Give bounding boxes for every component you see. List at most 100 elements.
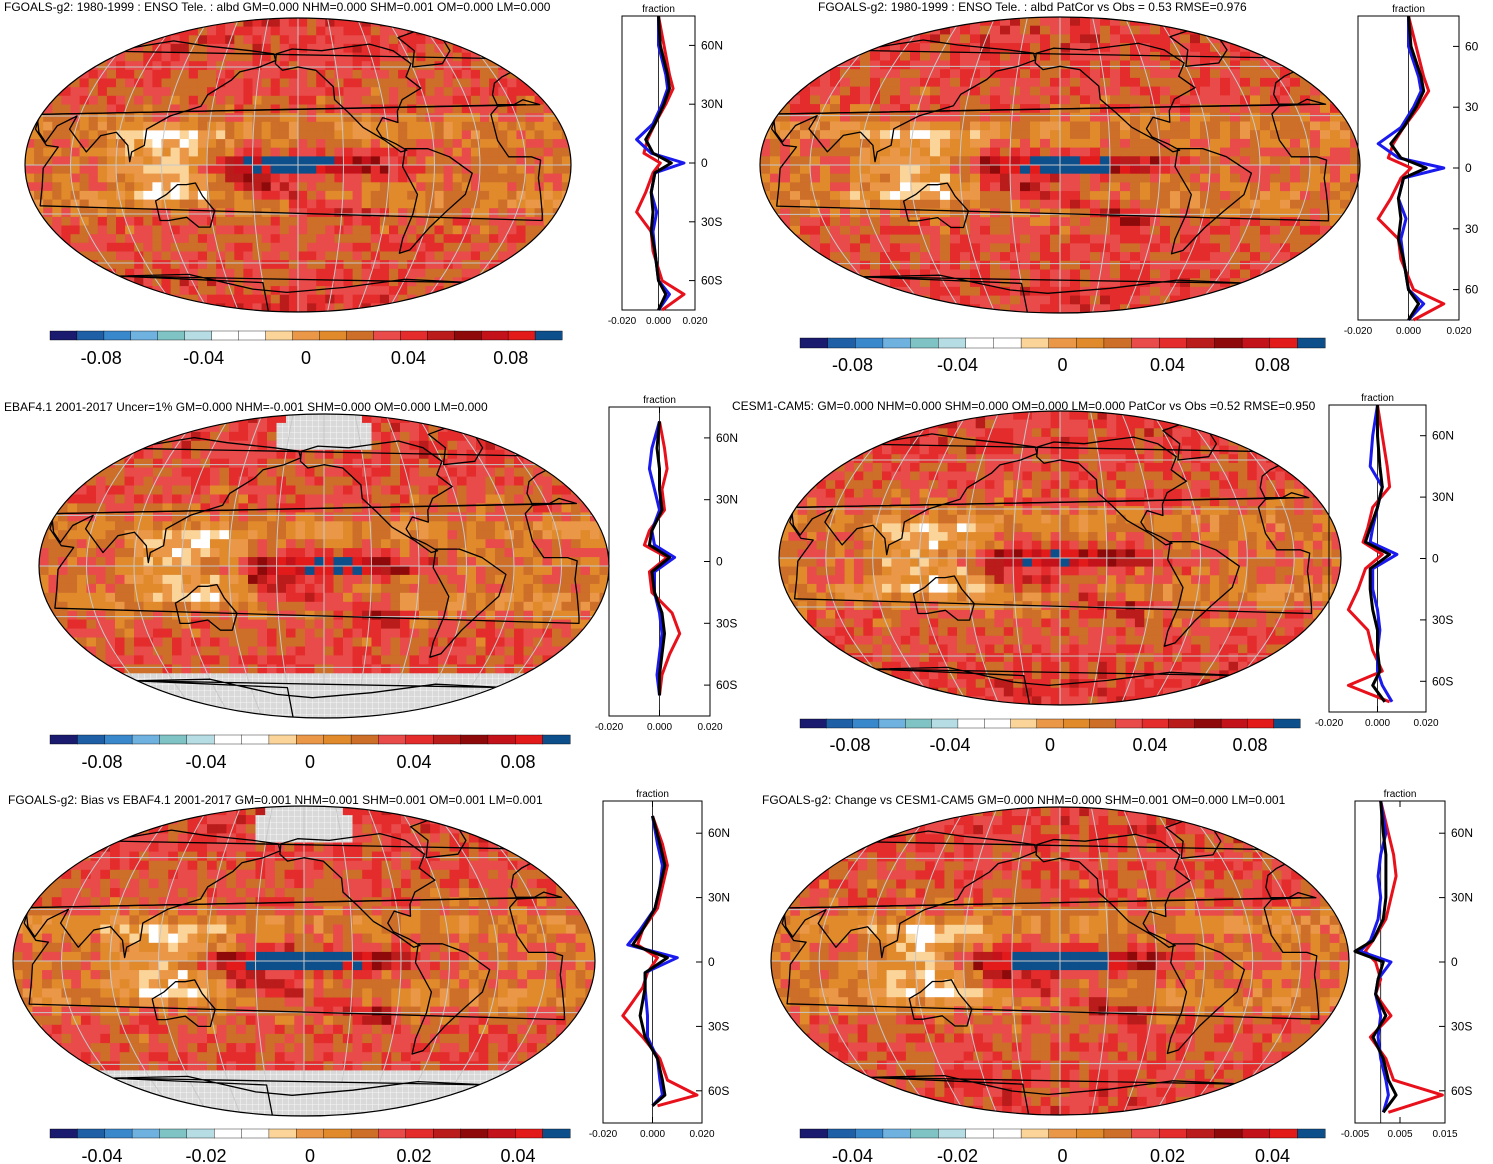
field-cell [1240, 51, 1251, 62]
field-cell [97, 277, 108, 287]
field-cell [1220, 234, 1231, 244]
field-cell [552, 503, 563, 513]
field-cell [234, 190, 244, 201]
field-cell [88, 18, 99, 28]
field-cell [234, 242, 244, 252]
field-cell [116, 294, 126, 304]
field-cell [188, 156, 199, 166]
field-cell [800, 130, 811, 140]
field-cell [161, 18, 172, 28]
field-cell [810, 25, 821, 35]
field-cell [343, 87, 354, 97]
field-cell [1230, 252, 1241, 262]
field-cell [416, 182, 426, 192]
field-cell [207, 268, 217, 278]
field-cell [279, 61, 290, 71]
field-cell [116, 268, 126, 278]
field-cell [910, 243, 921, 253]
field-cell [870, 95, 881, 105]
field-cell [1300, 182, 1311, 192]
field-cell [1320, 104, 1331, 114]
field-cell [523, 494, 534, 504]
field-cell [830, 234, 841, 244]
field-cell [830, 25, 841, 35]
field-cell [234, 121, 244, 131]
field-cell [70, 61, 81, 71]
field-cell [950, 104, 961, 114]
field-cell [1280, 165, 1291, 175]
field-cell [143, 26, 153, 36]
field-cell [1230, 199, 1241, 210]
field-cell [890, 51, 901, 62]
field-cell [1220, 104, 1231, 114]
field-cell [261, 95, 272, 105]
field-cell [1170, 130, 1181, 140]
field-cell [390, 422, 401, 433]
field-cell [1350, 217, 1360, 227]
field-cell [561, 147, 571, 157]
field-cell [516, 277, 527, 287]
field-cell [470, 156, 481, 166]
field-cell [1350, 243, 1360, 253]
field-cell [970, 234, 981, 244]
field-cell [1090, 225, 1101, 236]
field-cell [552, 216, 563, 227]
field-cell [840, 25, 851, 35]
field-cell [1300, 173, 1311, 183]
field-cell [910, 86, 921, 96]
field-cell [219, 449, 230, 460]
field-cell [1280, 173, 1291, 183]
field-cell [172, 422, 183, 433]
field-cell [153, 476, 164, 487]
field-cell [920, 17, 931, 27]
field-cell [1100, 17, 1111, 27]
field-cell [252, 121, 263, 131]
field-cell [243, 182, 254, 192]
field-cell [1180, 234, 1191, 244]
field-cell [1240, 173, 1251, 183]
panel-title: FGOALS-g2: 1980-1999 : ENSO Tele. : albd… [4, 0, 551, 14]
field-cell [219, 440, 230, 451]
field-cell [950, 43, 961, 53]
field-cell [1190, 191, 1201, 201]
field-cell [1100, 252, 1111, 262]
field-cell [1170, 165, 1181, 175]
field-cell [770, 304, 781, 313]
field-cell [830, 278, 841, 288]
field-cell [334, 277, 345, 287]
field-cell [870, 34, 881, 44]
field-cell [106, 277, 117, 287]
field-cell [1070, 182, 1081, 192]
field-cell [940, 17, 951, 27]
field-cell [343, 277, 354, 287]
field-cell [1250, 304, 1261, 313]
field-cell [1210, 25, 1221, 35]
field-cell [298, 303, 308, 312]
field-cell [1350, 208, 1360, 218]
field-cell [1240, 17, 1251, 27]
field-cell [1350, 260, 1360, 271]
field-cell [890, 234, 901, 244]
field-cell [870, 165, 881, 175]
field-cell [960, 295, 971, 305]
field-cell [970, 138, 981, 149]
field-cell [790, 252, 801, 262]
field-cell [1120, 173, 1131, 183]
field-cell [970, 243, 981, 253]
field-cell [216, 199, 226, 209]
field-cell [143, 52, 153, 62]
field-cell [116, 139, 126, 149]
field-cell [552, 414, 563, 424]
field-cell [270, 225, 281, 235]
field-cell [181, 521, 192, 531]
field-cell [379, 147, 390, 157]
field-cell [270, 165, 281, 175]
field-cell [760, 17, 771, 27]
field-cell [179, 173, 190, 183]
field-cell [234, 182, 244, 192]
graticule-meridian [115, 18, 181, 312]
field-cell [990, 243, 1001, 253]
field-cell [153, 422, 164, 433]
field-cell [1200, 34, 1211, 44]
field-cell [257, 414, 268, 424]
